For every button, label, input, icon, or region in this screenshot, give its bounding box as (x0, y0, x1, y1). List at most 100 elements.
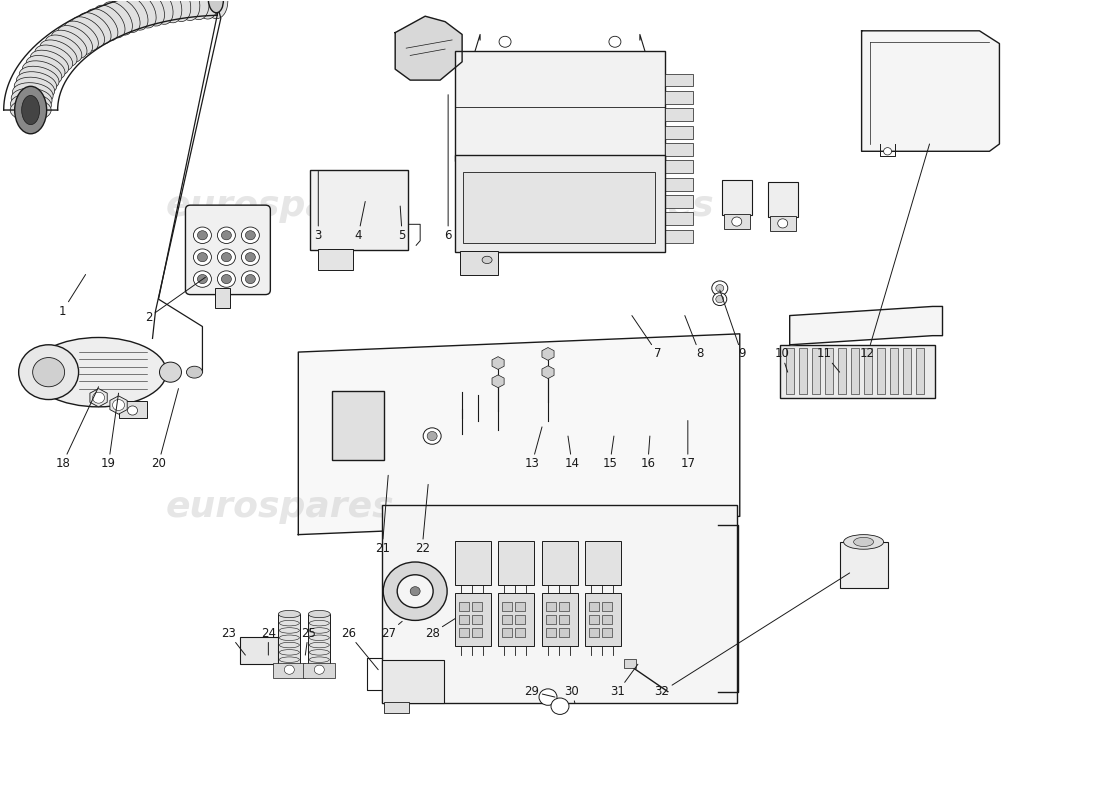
Circle shape (194, 227, 211, 243)
Ellipse shape (40, 40, 77, 67)
FancyBboxPatch shape (542, 541, 578, 585)
Ellipse shape (195, 0, 219, 19)
Circle shape (284, 665, 295, 674)
FancyBboxPatch shape (837, 349, 846, 394)
FancyBboxPatch shape (546, 602, 556, 611)
FancyBboxPatch shape (664, 178, 693, 190)
Text: 11: 11 (817, 347, 839, 372)
Ellipse shape (72, 17, 104, 47)
FancyBboxPatch shape (850, 349, 859, 394)
Circle shape (883, 148, 892, 155)
Circle shape (221, 230, 231, 240)
FancyBboxPatch shape (780, 345, 935, 398)
Circle shape (92, 392, 104, 403)
FancyBboxPatch shape (664, 230, 693, 242)
Circle shape (427, 431, 437, 441)
Text: 16: 16 (640, 436, 656, 470)
Circle shape (716, 285, 724, 292)
Circle shape (713, 293, 727, 306)
Text: 10: 10 (774, 347, 789, 372)
Text: 22: 22 (415, 485, 430, 555)
FancyBboxPatch shape (384, 702, 409, 713)
Text: eurospares: eurospares (166, 490, 395, 524)
Ellipse shape (14, 86, 46, 134)
Text: 24: 24 (261, 626, 276, 655)
Ellipse shape (26, 55, 65, 80)
Text: 15: 15 (603, 436, 617, 470)
Text: 23: 23 (221, 626, 245, 655)
Text: 26: 26 (341, 626, 378, 670)
Circle shape (716, 295, 724, 302)
FancyBboxPatch shape (915, 349, 924, 394)
Circle shape (33, 358, 65, 386)
Ellipse shape (52, 30, 87, 58)
Circle shape (218, 249, 235, 266)
Ellipse shape (204, 0, 228, 18)
Ellipse shape (146, 0, 173, 24)
Text: 6: 6 (444, 94, 452, 242)
Ellipse shape (35, 45, 73, 71)
FancyBboxPatch shape (542, 593, 578, 646)
Circle shape (499, 36, 512, 47)
Ellipse shape (156, 0, 182, 23)
Ellipse shape (844, 534, 883, 550)
FancyBboxPatch shape (472, 602, 482, 611)
FancyBboxPatch shape (664, 108, 693, 121)
Text: eurospares: eurospares (485, 189, 714, 223)
Circle shape (712, 281, 728, 295)
Text: 25: 25 (301, 626, 316, 655)
FancyBboxPatch shape (472, 628, 482, 637)
Circle shape (241, 227, 260, 243)
FancyBboxPatch shape (890, 349, 898, 394)
FancyBboxPatch shape (455, 541, 491, 585)
FancyBboxPatch shape (310, 170, 408, 250)
Circle shape (609, 36, 620, 47)
FancyBboxPatch shape (559, 628, 569, 637)
Ellipse shape (102, 2, 132, 35)
FancyBboxPatch shape (515, 602, 525, 611)
Ellipse shape (187, 366, 202, 378)
Text: 31: 31 (610, 664, 638, 698)
FancyBboxPatch shape (515, 628, 525, 637)
Ellipse shape (10, 94, 52, 116)
Text: 2: 2 (145, 278, 206, 324)
Text: 30: 30 (564, 685, 580, 703)
Circle shape (218, 271, 235, 287)
FancyBboxPatch shape (278, 614, 300, 664)
Ellipse shape (138, 0, 165, 26)
Text: 13: 13 (525, 427, 542, 470)
FancyBboxPatch shape (664, 161, 693, 173)
FancyBboxPatch shape (585, 593, 620, 646)
FancyBboxPatch shape (502, 615, 512, 624)
FancyBboxPatch shape (768, 182, 798, 217)
Text: 9: 9 (719, 290, 746, 361)
Ellipse shape (175, 0, 200, 21)
FancyBboxPatch shape (382, 505, 737, 703)
Circle shape (194, 271, 211, 287)
Text: eurospares: eurospares (166, 189, 395, 223)
Ellipse shape (22, 61, 62, 85)
Ellipse shape (78, 13, 111, 44)
Ellipse shape (308, 610, 330, 618)
FancyBboxPatch shape (241, 637, 278, 664)
FancyBboxPatch shape (664, 74, 693, 86)
Ellipse shape (31, 338, 166, 407)
FancyBboxPatch shape (588, 602, 598, 611)
Circle shape (197, 253, 208, 262)
Ellipse shape (94, 5, 125, 38)
FancyBboxPatch shape (602, 615, 612, 624)
FancyBboxPatch shape (812, 349, 820, 394)
Ellipse shape (165, 0, 190, 22)
FancyBboxPatch shape (664, 91, 693, 104)
Circle shape (241, 249, 260, 266)
FancyBboxPatch shape (903, 349, 911, 394)
Text: 29: 29 (525, 685, 556, 698)
FancyBboxPatch shape (472, 615, 482, 624)
FancyBboxPatch shape (308, 614, 330, 664)
FancyBboxPatch shape (455, 593, 491, 646)
Circle shape (112, 399, 124, 410)
FancyBboxPatch shape (304, 663, 336, 678)
Text: 7: 7 (631, 315, 661, 361)
Circle shape (221, 253, 231, 262)
Ellipse shape (111, 0, 140, 33)
